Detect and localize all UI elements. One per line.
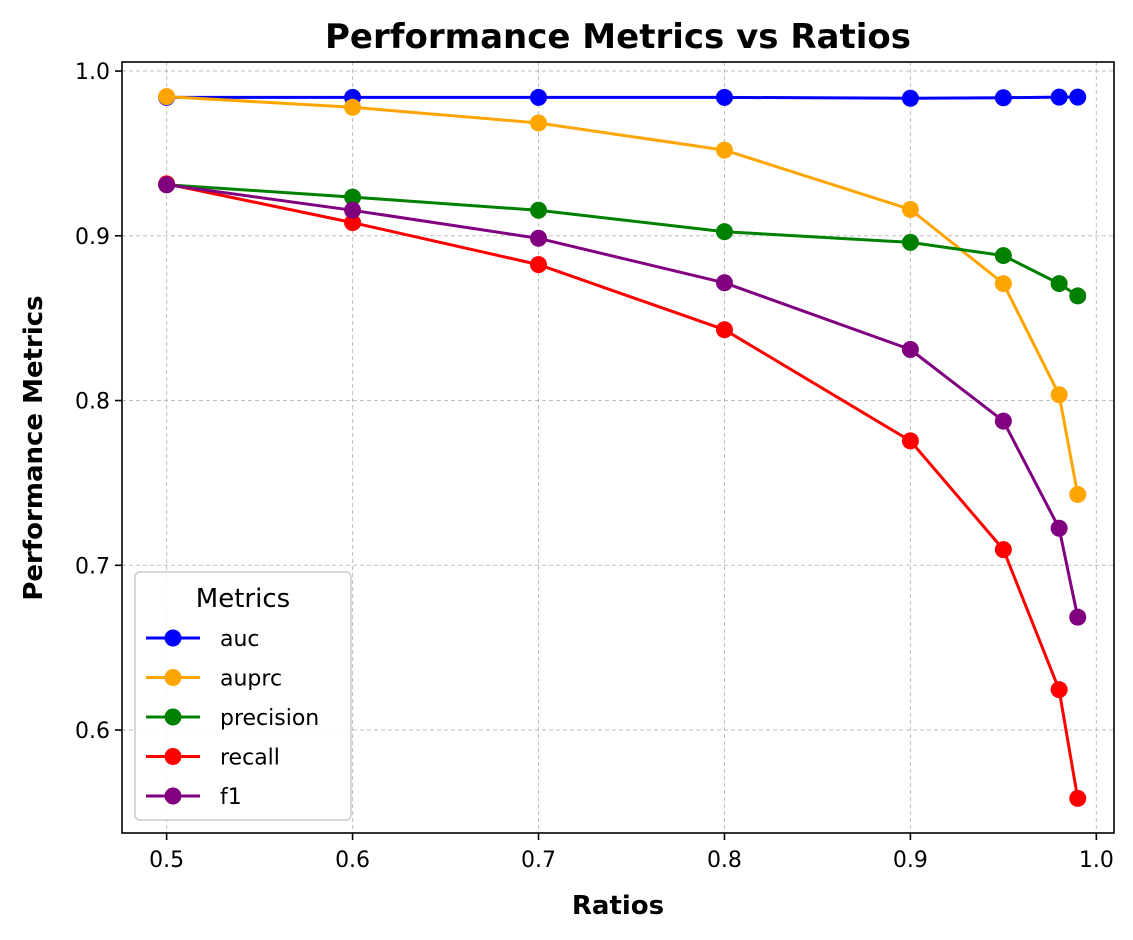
legend-label: auprc (220, 667, 282, 692)
data-point-recall (1050, 681, 1068, 699)
legend-marker (164, 669, 182, 686)
series-f1 (158, 176, 1087, 626)
series-auprc (158, 88, 1087, 503)
x-tick-label: 0.8 (707, 848, 742, 873)
legend-item-auprc: auprc (146, 667, 282, 692)
data-point-recall (901, 432, 919, 450)
data-point-auc (715, 88, 733, 106)
data-point-precision (530, 201, 548, 219)
plot-frame (121, 61, 1115, 834)
x-tick-label: 1.0 (1079, 848, 1114, 873)
data-point-auc (994, 89, 1012, 107)
data-point-f1 (715, 274, 733, 292)
data-point-precision (1050, 275, 1068, 293)
data-point-recall (715, 321, 733, 339)
series-auc (158, 88, 1087, 107)
y-axis-label: Performance Metrics (19, 295, 49, 600)
axis-ticks: 0.5 0.6 0.7 0.8 0.9 1.0 0.6 0.7 0.8 0.9 1.0 (75, 60, 1114, 873)
data-point-auprc (530, 114, 548, 132)
data-point-f1 (994, 412, 1012, 430)
data-point-f1 (1069, 608, 1087, 626)
chart-title: Performance Metrics vs Ratios (325, 17, 911, 57)
legend-item-precision: precision (146, 706, 319, 731)
legend-label: auc (220, 627, 260, 652)
legend: Metrics auc auprc precision recall f1 (134, 571, 352, 821)
legend-item-f1: f1 (146, 785, 242, 810)
x-tick-label: 0.5 (149, 848, 184, 873)
data-point-auprc (1050, 386, 1068, 404)
legend-marker (164, 748, 182, 765)
y-tick-label: 0.8 (75, 390, 110, 415)
x-tick-label: 0.6 (335, 848, 370, 873)
data-point-recall (994, 541, 1012, 559)
series-line-auprc (166, 95, 1080, 495)
series-precision (158, 176, 1087, 305)
series-line-precision (166, 183, 1079, 298)
legend-title: Metrics (196, 584, 290, 614)
data-point-auprc (994, 275, 1012, 293)
legend-marker (164, 787, 182, 805)
y-tick-label: 0.9 (75, 225, 110, 250)
data-point-auprc (901, 200, 919, 218)
data-point-auc (1069, 88, 1087, 106)
x-tick-label: 0.9 (893, 848, 928, 873)
y-tick-label: 0.6 (75, 719, 110, 744)
data-point-precision (1069, 287, 1087, 305)
series-line-f1 (166, 183, 1080, 618)
x-tick-label: 0.7 (521, 848, 556, 873)
data-point-precision (994, 247, 1012, 265)
data-point-auprc (344, 98, 362, 116)
legend-marker (164, 629, 182, 647)
data-point-precision (901, 233, 919, 251)
data-point-recall (530, 256, 548, 274)
data-point-auc (901, 89, 919, 107)
legend-items: auc auprc precision recall f1 (146, 627, 319, 810)
series-line-recall (166, 182, 1080, 799)
y-tick-label: 1.0 (75, 60, 110, 85)
data-point-auprc (158, 88, 176, 106)
series-lines (158, 88, 1087, 807)
legend-label: recall (220, 746, 280, 771)
y-tick-label: 0.7 (75, 554, 110, 579)
series-line-auc (166, 95, 1078, 100)
data-point-precision (344, 188, 362, 206)
x-axis-label: Ratios (572, 891, 664, 921)
legend-marker (164, 708, 182, 726)
data-point-precision (715, 223, 733, 241)
data-point-auprc (715, 141, 733, 159)
data-point-auc (1050, 88, 1068, 106)
legend-item-recall: recall (146, 746, 280, 771)
data-point-f1 (530, 229, 548, 247)
data-point-f1 (344, 201, 362, 219)
data-point-recall (1069, 789, 1087, 807)
data-point-auprc (1069, 485, 1087, 503)
legend-item-auc: auc (146, 627, 260, 652)
data-point-f1 (158, 176, 176, 194)
data-point-f1 (901, 340, 919, 358)
legend-label: f1 (220, 785, 242, 810)
legend-label: precision (220, 706, 319, 731)
data-point-recall (344, 214, 362, 232)
data-point-f1 (1050, 519, 1068, 537)
data-point-auc (530, 88, 548, 106)
